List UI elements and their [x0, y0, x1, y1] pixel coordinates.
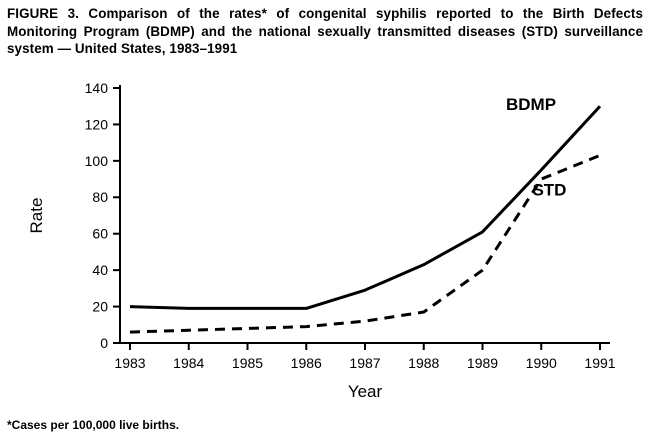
figure-footnote: *Cases per 100,000 live births. [7, 418, 180, 432]
y-tick-label: 80 [92, 189, 108, 205]
x-tick-label: 1989 [467, 355, 498, 371]
y-tick-label: 0 [100, 335, 108, 351]
x-tick-label: 1984 [173, 355, 204, 371]
figure-title: FIGURE 3. Comparison of the rates* of co… [7, 6, 643, 57]
y-axis-title: Rate [27, 198, 46, 234]
x-tick-label: 1987 [349, 355, 380, 371]
x-tick-label: 1988 [408, 355, 439, 371]
series-label-bdmp: BDMP [506, 95, 556, 114]
x-axis-title: Year [348, 382, 383, 401]
line-chart: 0 20 40 60 80 100 120 140 1983 1984 1985 1986 1987 19… [27, 80, 616, 401]
axes [119, 85, 610, 344]
y-tick-label: 120 [85, 116, 109, 132]
y-tick-label: 140 [85, 80, 109, 96]
x-tick-label: 1985 [232, 355, 263, 371]
x-tick-label: 1986 [291, 355, 322, 371]
y-tick-label: 40 [92, 262, 108, 278]
x-tick-label: 1991 [584, 355, 615, 371]
x-tick-label: 1990 [526, 355, 557, 371]
y-tick-label: 100 [85, 153, 109, 169]
x-tick-label: 1983 [114, 355, 145, 371]
y-tick-label: 60 [92, 226, 108, 242]
y-tick-label: 20 [92, 298, 108, 314]
series-label-std: STD [532, 180, 566, 199]
series-line-bdmp [129, 105, 602, 310]
